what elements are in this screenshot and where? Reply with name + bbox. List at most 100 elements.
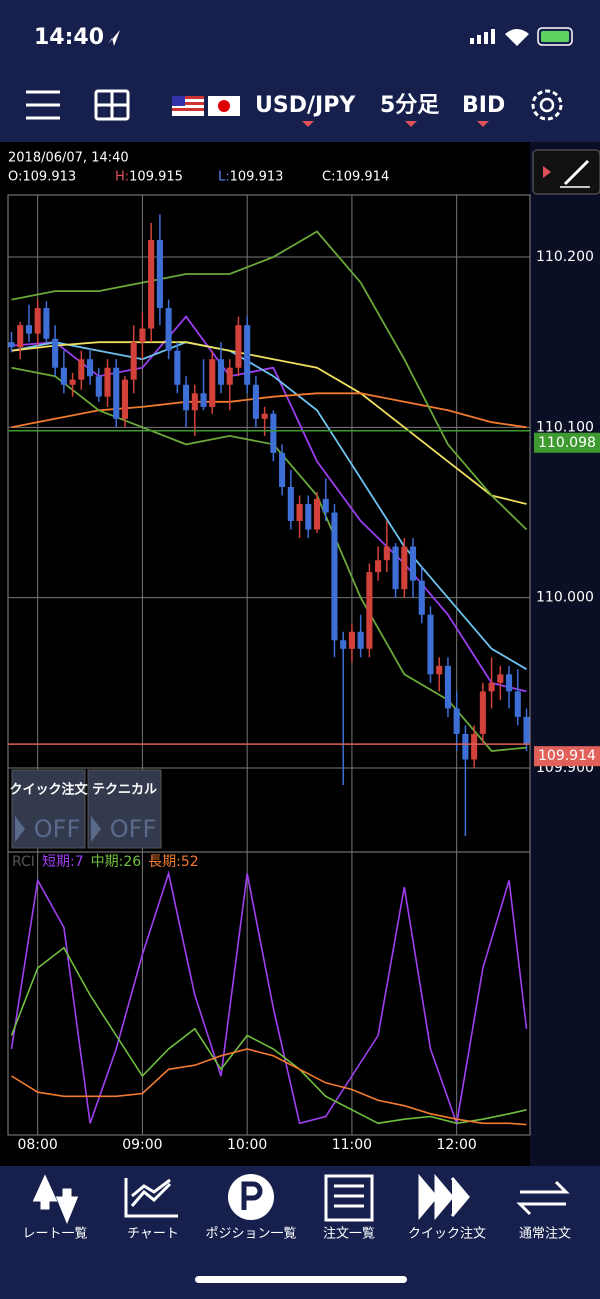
candle-body (261, 413, 268, 419)
toggle-title: テクニカル (92, 783, 157, 798)
pair-caret (302, 121, 314, 127)
nav-label[interactable]: レート一覧 (22, 1226, 87, 1242)
candle-body (60, 367, 67, 385)
candle-body (270, 413, 277, 453)
chart: O: 109.913 H: 109.915 L: 109.913 C: 109.91408:0… (8, 170, 600, 1242)
candle-body (78, 359, 85, 380)
candle-body (25, 325, 33, 334)
indicator-line (11, 230, 528, 531)
axis-bg (530, 142, 600, 1166)
price-type[interactable]: BID (462, 93, 505, 118)
candle-body (43, 308, 50, 339)
nav-label[interactable]: ポジション一覧 (205, 1226, 296, 1242)
candle-body (148, 239, 155, 329)
toggle-arrow (15, 816, 25, 842)
toggle-button[interactable] (11, 769, 86, 849)
status-time: 14:40 (34, 25, 104, 50)
layout-button[interactable] (94, 89, 130, 121)
price-type-caret (477, 121, 489, 127)
ohlc-value: 109.914 (335, 170, 389, 185)
legend-entry: 中期:26 (91, 854, 142, 870)
chart-bg (0, 142, 600, 1166)
candle-body (252, 384, 259, 419)
wifi-icon (505, 29, 529, 46)
candle-body (86, 359, 94, 377)
nav-icon (334, 1184, 364, 1208)
candle-body (235, 325, 242, 368)
price-label-box (534, 746, 600, 767)
info-datetime: 2018/06/07, 14:40 (8, 151, 129, 166)
candle-body (375, 560, 382, 573)
timeframe-caret (405, 121, 417, 127)
location-icon (108, 30, 120, 46)
nav-icon (241, 1181, 263, 1210)
signal-icon (470, 29, 495, 44)
candle-body (139, 328, 146, 343)
candle-body (383, 546, 390, 561)
candle-body (17, 325, 24, 348)
candle-body (479, 691, 486, 734)
rci-panel (7, 851, 531, 1136)
candle-body (104, 367, 111, 397)
toggle-button[interactable] (87, 769, 162, 849)
candle-body (366, 572, 373, 649)
x-tick-label: 12:00 (436, 1137, 476, 1153)
candle-body (69, 379, 76, 385)
menu-button[interactable] (26, 90, 60, 120)
ohlc-label: L: (218, 170, 230, 185)
candle-body (418, 580, 425, 615)
timeframe[interactable]: 5分足 (380, 93, 439, 118)
nav-label[interactable]: クイック注文 (408, 1227, 486, 1242)
nav-label[interactable]: 通常注文 (519, 1227, 571, 1242)
candle-body (156, 239, 163, 309)
candle-body (331, 512, 338, 641)
candle-body (191, 393, 198, 411)
candle-body (113, 367, 120, 419)
candle-body (340, 640, 347, 649)
x-tick-label: 09:00 (122, 1137, 162, 1153)
ohlc-label: H: (115, 170, 129, 185)
legend-entry: 長期:52 (148, 854, 199, 870)
toggle-state: OFF (34, 815, 81, 843)
ohlc-label: O: (8, 170, 22, 185)
settings-button[interactable] (531, 89, 563, 121)
pair[interactable]: USD/JPY (255, 93, 356, 118)
candle-body (296, 503, 303, 522)
candle-body (488, 682, 495, 692)
nav-icon (418, 1173, 470, 1221)
candle-body (217, 359, 225, 385)
indicator-line (10, 870, 528, 1127)
indicator-line (11, 341, 527, 670)
indicator-line (11, 341, 527, 505)
price-label-box (534, 432, 600, 453)
nav-label[interactable]: 注文一覧 (323, 1226, 375, 1242)
candle-body (183, 384, 190, 411)
candle-body (392, 546, 399, 590)
nav-icon (516, 1180, 570, 1216)
indicator-line (11, 1048, 527, 1126)
candle-body (453, 708, 460, 734)
y-tick-label: 110.000 (536, 590, 594, 606)
ohlc-value: 109.915 (129, 170, 183, 185)
nav-label[interactable]: チャート (127, 1227, 179, 1242)
candle-body (130, 342, 137, 380)
candle-body (436, 665, 443, 675)
candle-body (200, 393, 207, 407)
top-bar (0, 0, 600, 142)
candle-body (497, 674, 504, 683)
nav-icon (32, 1174, 79, 1224)
candle-body (357, 631, 364, 649)
candle-body (348, 631, 355, 649)
candle-body (313, 498, 321, 530)
candle-body (287, 486, 294, 522)
draw-button[interactable] (532, 149, 600, 195)
battery-level (541, 31, 569, 42)
ohlc-label: C: (322, 170, 335, 185)
candle-body (409, 546, 417, 581)
flags (172, 96, 240, 116)
nav-icon (324, 1174, 374, 1222)
candle-body (305, 503, 312, 530)
indicator-line (10, 946, 527, 1125)
nav-icon (124, 1178, 178, 1218)
